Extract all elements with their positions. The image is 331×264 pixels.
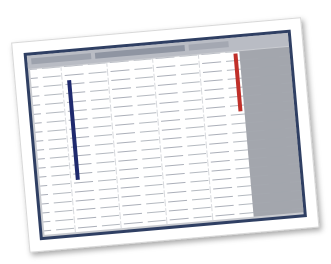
page: {} (() => { const data = JSON bbox=[0, 0, 331, 264]
text-lines bbox=[30, 51, 254, 235]
illustration bbox=[0, 0, 331, 264]
photo-card bbox=[12, 18, 319, 252]
